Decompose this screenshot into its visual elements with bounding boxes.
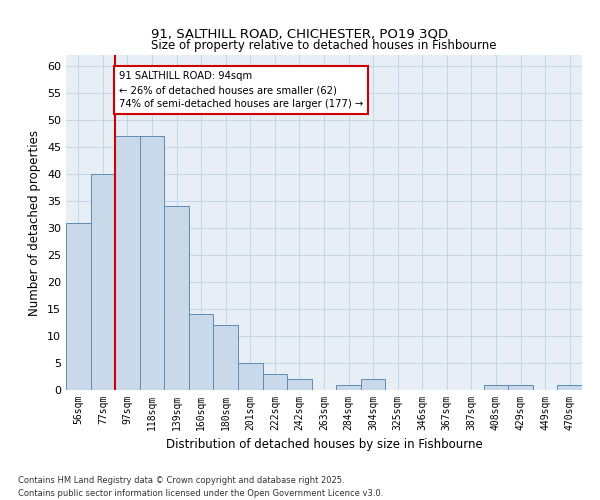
Text: 91, SALTHILL ROAD, CHICHESTER, PO19 3QD: 91, SALTHILL ROAD, CHICHESTER, PO19 3QD bbox=[151, 28, 449, 40]
Bar bbox=[484, 384, 508, 390]
Bar bbox=[214, 325, 238, 390]
Bar bbox=[508, 384, 533, 390]
Bar bbox=[238, 363, 263, 390]
Bar bbox=[91, 174, 115, 390]
X-axis label: Distribution of detached houses by size in Fishbourne: Distribution of detached houses by size … bbox=[166, 438, 482, 452]
Bar bbox=[66, 222, 91, 390]
Text: 91 SALTHILL ROAD: 94sqm
← 26% of detached houses are smaller (62)
74% of semi-de: 91 SALTHILL ROAD: 94sqm ← 26% of detache… bbox=[119, 71, 363, 109]
Y-axis label: Number of detached properties: Number of detached properties bbox=[28, 130, 41, 316]
Bar bbox=[115, 136, 140, 390]
Bar bbox=[287, 379, 312, 390]
Text: Contains HM Land Registry data © Crown copyright and database right 2025.
Contai: Contains HM Land Registry data © Crown c… bbox=[18, 476, 383, 498]
Bar bbox=[263, 374, 287, 390]
Bar bbox=[164, 206, 189, 390]
Title: Size of property relative to detached houses in Fishbourne: Size of property relative to detached ho… bbox=[151, 40, 497, 52]
Bar bbox=[336, 384, 361, 390]
Bar bbox=[140, 136, 164, 390]
Bar bbox=[189, 314, 214, 390]
Bar bbox=[361, 379, 385, 390]
Bar bbox=[557, 384, 582, 390]
